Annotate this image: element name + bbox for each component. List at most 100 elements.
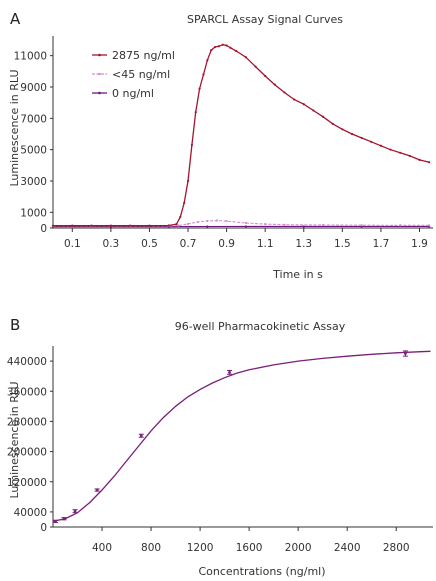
panel-a-series-1-point bbox=[244, 221, 247, 225]
panel-a-series-1-point bbox=[360, 224, 363, 227]
panel-a-series-0-point bbox=[183, 201, 186, 205]
panel-a-series-0-point bbox=[235, 49, 238, 53]
panel-b-letter: B bbox=[10, 316, 20, 334]
panel-a-x-tick-label: 0.3 bbox=[103, 238, 120, 250]
panel-a-legend: 2875 ng/ml <45 ng/ml 0 ng/ml bbox=[92, 49, 175, 100]
panel-a-series-0-point bbox=[221, 43, 224, 46]
panel-b-pharmacokinetic: B 96-well Pharmacokinetic Assay Concentr… bbox=[7, 316, 433, 578]
panel-a-y-axis-label: Luminescence in RLU bbox=[8, 69, 21, 186]
panel-a-series-2-point bbox=[302, 225, 305, 228]
panel-b-x-tick-label: 2000 bbox=[285, 542, 312, 554]
panel-a-signal-curves: A SPARCL Assay Signal Curves Time in s L… bbox=[8, 10, 433, 281]
panel-a-x-tick-label: 1.7 bbox=[373, 238, 390, 250]
panel-a-series-1-point bbox=[215, 219, 219, 222]
panel-a-series-0-point bbox=[408, 154, 411, 158]
panel-a-series-0-point bbox=[331, 122, 334, 125]
panel-b-data-point bbox=[228, 370, 231, 374]
panel-a-series-0-point bbox=[217, 45, 220, 48]
panel-a-series-1-point bbox=[399, 224, 402, 227]
panel-a-series-1-point bbox=[264, 222, 267, 226]
panel-a-series-0-point bbox=[341, 128, 344, 131]
panel-a-series-2-point bbox=[206, 225, 209, 228]
panel-a-series-0-point bbox=[129, 224, 132, 227]
panel-a-x-tick-label: 0.1 bbox=[64, 238, 81, 250]
panel-b-x-tick-label: 1600 bbox=[236, 542, 263, 554]
panel-a-series-0-point bbox=[175, 222, 178, 226]
panel-b-x-tick-label: 2800 bbox=[383, 542, 410, 554]
panel-a-series-1-point bbox=[186, 222, 190, 226]
panel-a-series-0-point bbox=[244, 56, 247, 59]
panel-a-series-0-point bbox=[254, 65, 257, 68]
panel-a-series-0-point bbox=[167, 224, 170, 227]
panel-b-y-tick-label: 120000 bbox=[7, 477, 47, 489]
panel-a-title: SPARCL Assay Signal Curves bbox=[187, 13, 343, 26]
panel-a-y-tick-label: 1000 bbox=[20, 207, 47, 219]
panel-a-x-tick-label: 1.9 bbox=[411, 238, 428, 250]
panel-a-series-0-point bbox=[360, 136, 363, 140]
panel-b-plot-area bbox=[52, 350, 431, 523]
panel-b-y-tick-label: 280000 bbox=[7, 416, 47, 428]
panel-a-series-1-point bbox=[177, 224, 180, 227]
panel-a-series-0-point bbox=[202, 73, 205, 76]
panel-a-x-tick-label: 1.5 bbox=[334, 238, 351, 250]
panel-b-x-tick-label: 2400 bbox=[334, 542, 361, 554]
panel-b-y-tick-label: 440000 bbox=[7, 356, 47, 368]
panel-a-x-tick-label: 0.7 bbox=[180, 238, 197, 250]
panel-a-series-0-point bbox=[213, 45, 217, 49]
panel-a-x-axis-label: Time in s bbox=[272, 268, 323, 281]
panel-a-series-0-point bbox=[225, 44, 228, 47]
panel-a-series-0-point bbox=[210, 49, 213, 52]
panel-a-series-0-point bbox=[389, 148, 392, 151]
panel-a-series-0-point bbox=[194, 110, 197, 114]
panel-b-data-point bbox=[404, 352, 407, 355]
panel-a-series-2-point bbox=[244, 225, 247, 228]
panel-a-x-tick-label: 1.3 bbox=[295, 238, 312, 250]
panel-b-fit-curve bbox=[52, 350, 431, 522]
panel-a-plot-area bbox=[51, 43, 431, 228]
panel-a-series-0-point bbox=[206, 59, 209, 62]
panel-a-series-0-point bbox=[148, 224, 151, 227]
panel-a-series-0-point bbox=[71, 224, 74, 227]
panel-a-y-tick-label: 7000 bbox=[20, 113, 47, 125]
panel-a-series-1-point bbox=[283, 223, 286, 226]
panel-b-y-tick-label: 360000 bbox=[7, 386, 47, 398]
panel-a-y-tick-label: 3000 bbox=[20, 176, 47, 188]
panel-b-data-point bbox=[54, 519, 57, 523]
panel-b-x-tick-label: 1200 bbox=[187, 542, 214, 554]
panel-b-x-tick-label: 800 bbox=[141, 542, 161, 554]
panel-a-axes: 0 1000 3000 5000 7000 9000 11000 0.1 0.3 0.5 0.7 0.… bbox=[14, 36, 433, 250]
panel-a-letter: A bbox=[10, 10, 21, 28]
panel-a-series-0-point bbox=[283, 91, 286, 94]
panel-a-series-0-point bbox=[90, 224, 93, 227]
panel-a-x-tick-label: 0.5 bbox=[141, 238, 158, 250]
panel-a-series-0-point bbox=[198, 87, 201, 90]
panel-a-series-0-point bbox=[302, 103, 305, 106]
panel-b-y-axis-label: Luminescence in RLU bbox=[8, 381, 21, 498]
panel-a-series-0-line bbox=[53, 44, 430, 227]
panel-b-axes: 0 40000 120000 200000 280000 360000 440000 400 8… bbox=[7, 346, 433, 554]
panel-a-series-0-point bbox=[186, 179, 190, 183]
panel-a-series-1-point bbox=[428, 224, 431, 227]
panel-a-series-0-point bbox=[179, 215, 182, 219]
panel-a-legend-marker bbox=[98, 91, 101, 95]
panel-a-series-0-point bbox=[418, 158, 421, 161]
panel-b-x-axis-label: Concentrations (ng/ml) bbox=[198, 565, 325, 578]
panel-a-y-tick-label: 0 bbox=[40, 223, 47, 235]
panel-a-legend-marker bbox=[98, 72, 101, 76]
panel-a-series-0-point bbox=[109, 224, 112, 227]
panel-b-data-point bbox=[73, 509, 77, 513]
panel-b-y-tick-label: 200000 bbox=[7, 447, 47, 459]
panel-a-legend-label: <45 ng/ml bbox=[112, 68, 170, 81]
panel-a-series-0-point bbox=[312, 109, 315, 112]
panel-a-series-1-point bbox=[225, 220, 228, 223]
panel-b-data-point bbox=[139, 434, 143, 438]
panel-a-series-0-point bbox=[370, 140, 373, 143]
panel-a-series-0-point bbox=[399, 151, 402, 154]
panel-a-series-0-point bbox=[190, 143, 193, 147]
panel-b-y-tick-label: 0 bbox=[40, 522, 47, 534]
panel-b-title: 96-well Pharmacokinetic Assay bbox=[175, 320, 346, 333]
panel-a-series-0-point bbox=[264, 74, 267, 78]
panel-b-data-point bbox=[62, 517, 66, 521]
panel-a-legend-marker bbox=[98, 53, 101, 57]
